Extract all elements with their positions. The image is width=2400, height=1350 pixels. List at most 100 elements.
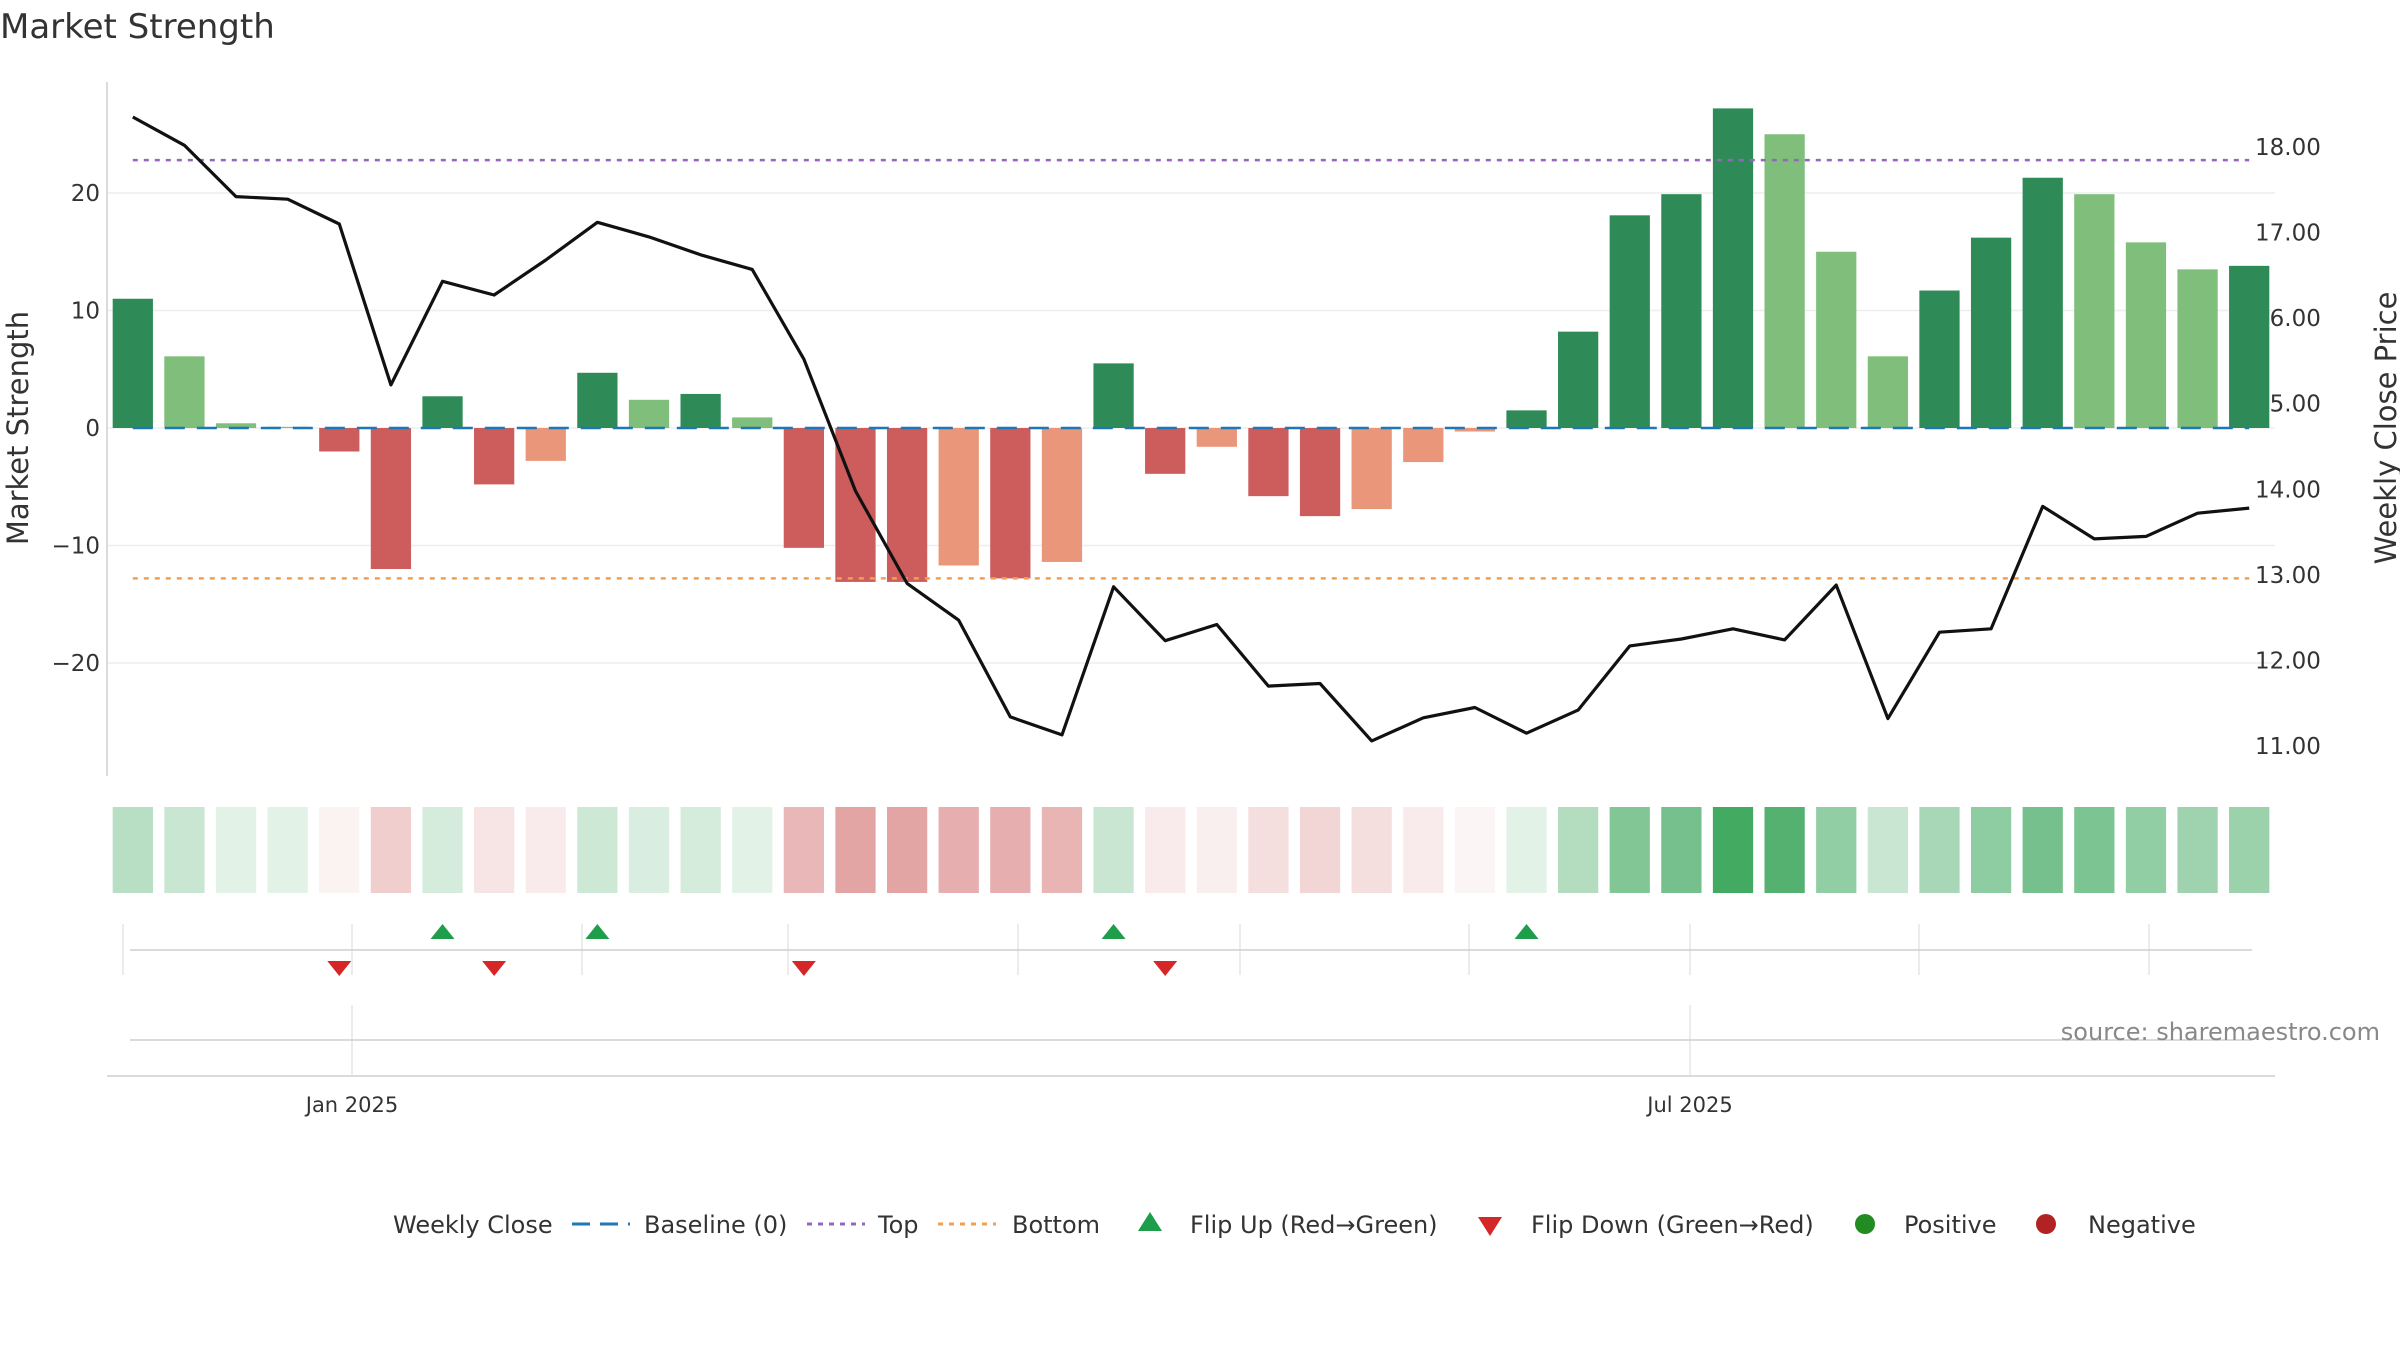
strength-bar — [1351, 428, 1392, 510]
heat-cell — [1145, 807, 1186, 893]
strength-bar — [1661, 194, 1702, 428]
strength-bar — [1867, 356, 1908, 428]
strength-bar — [2022, 177, 2063, 428]
strength-bar — [1558, 331, 1599, 428]
legend-negative-icon — [2036, 1214, 2056, 1234]
heat-cell — [370, 807, 412, 893]
strength-bar — [164, 356, 205, 428]
strength-bar — [2229, 265, 2270, 428]
strength-bar — [370, 428, 412, 569]
strength-bar — [1454, 428, 1496, 432]
strength-bar — [1196, 428, 1237, 447]
flip-down-marker — [1153, 961, 1178, 976]
heat-cell — [1093, 807, 1134, 893]
heat-cell — [835, 807, 876, 893]
heat-cell — [783, 807, 824, 893]
heat-cell — [1816, 807, 1857, 893]
legend-label-bottom: Bottom — [1012, 1211, 1100, 1239]
legend-label-baseline: Baseline (0) — [644, 1211, 787, 1239]
legend-label-flip_down: Flip Down (Green→Red) — [1531, 1211, 1814, 1239]
strength-bar — [2074, 194, 2115, 428]
x-date-label: Jan 2025 — [304, 1093, 399, 1117]
left-tick-label: 20 — [71, 181, 100, 207]
weekly-close-line — [132, 115, 2250, 743]
heat-cell — [525, 807, 566, 893]
strength-bar — [783, 428, 824, 548]
strength-bar — [577, 372, 618, 428]
legend-flip-up-icon — [1138, 1212, 1162, 1231]
left-tick-label: 10 — [71, 299, 100, 325]
strength-bar — [1816, 251, 1857, 428]
flip-markers-panel — [122, 924, 2252, 975]
strength-heat-strip — [112, 807, 2270, 893]
heat-cell — [1712, 807, 1754, 893]
flip-up-marker — [1514, 924, 1539, 939]
right-tick-label: 17.00 — [2255, 221, 2321, 247]
heat-cell — [474, 807, 515, 893]
left-tick-label: −10 — [51, 534, 100, 560]
signal-panel — [107, 1005, 2275, 1077]
legend-flip-down-icon — [1478, 1217, 1502, 1236]
strength-bar — [267, 426, 308, 428]
heat-cell — [577, 807, 618, 893]
strength-bar — [628, 399, 670, 428]
heat-cell — [164, 807, 205, 893]
heat-cell — [112, 807, 153, 893]
strength-bar — [732, 417, 773, 428]
left-tick-label: −20 — [51, 651, 100, 677]
flip-up-marker — [1101, 924, 1126, 939]
strength-bar — [1093, 363, 1134, 428]
heat-cell — [1867, 807, 1908, 893]
right-tick-label: 12.00 — [2255, 648, 2321, 674]
heat-cell — [628, 807, 670, 893]
strength-bar — [1145, 428, 1186, 474]
heat-cell — [1609, 807, 1650, 893]
heat-cell — [1506, 807, 1547, 893]
right-tick-label: 14.00 — [2255, 477, 2321, 503]
strength-bar — [1712, 108, 1754, 429]
strength-bar — [1919, 290, 1960, 428]
heat-cell — [2177, 807, 2218, 893]
heat-cell — [886, 807, 928, 893]
strength-bar — [474, 428, 515, 485]
right-tick-label: 13.00 — [2255, 563, 2321, 589]
strength-bar — [680, 393, 721, 428]
left-tick-label: 0 — [85, 416, 100, 442]
right-tick-label: 18.00 — [2255, 135, 2321, 161]
heat-cell — [732, 807, 773, 893]
chart-legend: Weekly Close Baseline (0) Top Bottom Flip Up… — [393, 1211, 2196, 1239]
heat-cell — [1041, 807, 1083, 893]
heat-cell — [215, 807, 257, 893]
heat-cell — [2022, 807, 2063, 893]
right-tick-label: 11.00 — [2255, 734, 2321, 760]
legend-label-flip_up: Flip Up (Red→Green) — [1190, 1211, 1438, 1239]
heat-cell — [1403, 807, 1444, 893]
heat-cell — [1454, 807, 1496, 893]
legend-label-weekly_close: Weekly Close — [393, 1211, 553, 1239]
right-axis-title: Weekly Close Price — [2369, 292, 2400, 565]
heat-cell — [1299, 807, 1341, 893]
strength-bar — [112, 298, 153, 428]
chart-title: Market Strength — [0, 7, 275, 47]
x-axis-date-labels: Jan 2025 Jul 2025 — [304, 1093, 1733, 1117]
heat-cell — [2125, 807, 2167, 893]
strength-bar — [1609, 215, 1650, 428]
strength-bar — [1041, 428, 1083, 562]
strength-bar — [1299, 428, 1341, 517]
heat-cell — [1919, 807, 1960, 893]
heat-cell — [990, 807, 1031, 893]
source-credit: source: sharemaestro.com — [2061, 1018, 2380, 1046]
heat-cell — [2229, 807, 2270, 893]
strength-bar — [422, 396, 463, 428]
heat-cell — [1661, 807, 1702, 893]
legend-label-top: Top — [877, 1211, 919, 1239]
strength-bar — [1764, 134, 1805, 428]
strength-bar — [990, 428, 1031, 579]
strength-bar — [2177, 269, 2218, 428]
heat-cell — [1764, 807, 1805, 893]
x-date-label: Jul 2025 — [1645, 1093, 1732, 1117]
heat-cell — [319, 807, 360, 893]
flip-up-marker — [585, 924, 610, 939]
heat-cell — [267, 807, 308, 893]
